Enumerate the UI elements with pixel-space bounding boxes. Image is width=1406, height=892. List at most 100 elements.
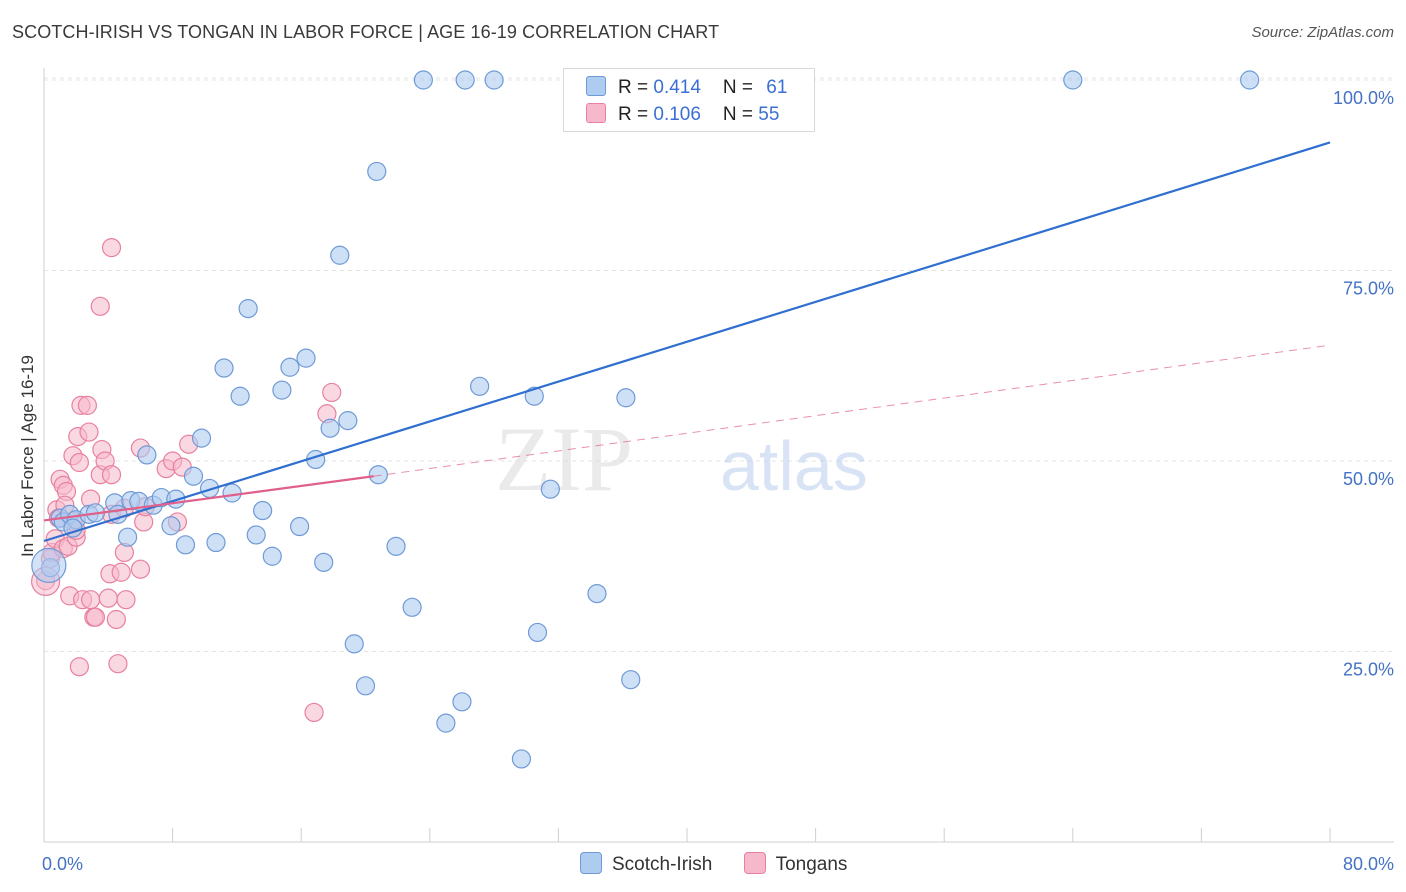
scotch-irish-point [368,465,388,485]
watermark-zip: ZIP [495,408,633,510]
scotch-irish-point [455,70,475,90]
scotch-irish-point [470,376,490,396]
tongans-point [108,654,128,674]
scotch-irish-point [175,535,196,555]
scotch-irish-point [367,161,387,182]
pink-swatch-icon [743,852,766,874]
tongans-trend-extension [373,344,1331,477]
scotch-irish-point [527,622,548,643]
scotch-irish-point [214,358,234,378]
scotch-irish-point [289,516,310,537]
series-legend: Scotch-Irish Tongans [580,852,873,876]
legend-tongans-label: Tongans [775,854,848,875]
tongans-point [81,590,101,610]
scotch-irish-point [338,411,358,431]
blue-swatch-icon [586,76,606,96]
tongans-trend-line [43,475,374,522]
scotch-irish-point [436,713,456,733]
scotch-irish-point [616,388,636,408]
scotch-irish-point [117,527,138,547]
tick-labels: 25.0% 50.0% 75.0% 100.0% 0.0% 80.0% In Labor F… [18,88,1394,874]
scotch-irish-point [386,536,406,556]
trend-lines [43,141,1331,543]
scotch-irish-point [296,348,316,368]
scotch-irish-point [191,428,212,448]
scotch-irish-point [320,418,340,438]
gridlines [44,77,1394,652]
tongans-point [69,452,89,473]
legend-r-value: 0.106 [653,104,701,125]
tongans-point [69,657,89,677]
legend-row-tongans: R = 0.106 N = 55 [586,103,779,127]
y-axis-label: In Labor Force | Age 16-19 [18,355,37,557]
scotch-irish-point [524,386,544,406]
stats-legend: R = 0.414 N = 61 R = 0.106 N = 55 [563,68,815,132]
tongans-point [98,588,118,608]
scotch-irish-point [137,445,157,465]
legend-r-value: 0.414 [653,77,701,98]
scotch-irish-point [452,692,472,712]
axes [43,68,1394,843]
y-tick-label: 25.0% [1343,660,1394,680]
legend-r-label: R = [618,77,654,98]
scotch-irish-point [262,546,282,566]
scotch-irish-point [1063,70,1083,90]
scotch-irish-trend-line [43,141,1331,543]
tongans-point [111,562,131,582]
scotch-irish-point [230,386,250,406]
legend-item-tongans[interactable]: Tongans [743,852,848,876]
legend-r-label: R = [618,104,654,125]
scotch-irish-point [238,299,258,319]
tongans-point [90,296,110,316]
tongans-point [116,590,136,610]
scotch-irish-point [1240,70,1260,90]
y-tick-label: 75.0% [1343,279,1394,299]
x-tick-label-min: 0.0% [42,854,83,874]
legend-n-value: 55 [758,104,780,125]
legend-n-value: 61 [766,77,788,98]
scotch-irish-point [587,583,607,604]
legend-scotch-irish-label: Scotch-Irish [612,854,713,875]
series-scotch-irish [31,70,1260,769]
scotch-irish-point [183,466,204,486]
scotch-irish-point [222,483,242,503]
blue-swatch-icon [580,852,602,874]
tongans-point [106,609,126,630]
tongans-point [130,559,151,579]
tongans-point [304,702,324,723]
tongans-point [322,382,342,403]
legend-n-label: N = [722,77,759,98]
scotch-irish-point [280,357,300,377]
pink-swatch-icon [586,103,606,123]
tongans-point [77,395,98,415]
tongans-point [79,422,99,442]
scotch-irish-point [272,380,292,400]
scotch-irish-point [314,552,334,572]
watermark: ZIP atlas [495,408,868,510]
scotch-irish-point [540,479,560,499]
scotch-irish-point [484,70,504,90]
y-tick-label: 50.0% [1343,469,1394,489]
scotch-irish-point [206,532,226,553]
scotch-irish-point [413,70,433,90]
legend-item-scotch-irish[interactable]: Scotch-Irish [580,852,712,876]
watermark-atlas: atlas [720,427,868,505]
scotch-irish-point [621,670,641,690]
scotch-irish-point [246,525,266,545]
x-tick-label-max: 80.0% [1343,854,1394,874]
tongans-point [85,607,106,627]
scotch-irish-point [355,676,376,696]
scotch-irish-point [402,597,422,617]
tongans-point [101,238,122,258]
chart-title: SCOTCH-IRISH VS TONGAN IN LABOR FORCE | … [12,22,720,42]
scotch-irish-point [511,749,532,769]
scotch-irish-point [253,500,273,521]
scotch-irish-point [31,547,67,583]
scotch-irish-point [161,516,181,536]
y-tick-label: 100.0% [1333,88,1394,108]
legend-row-scotch-irish: R = 0.414 N = 61 [586,76,787,100]
source-credit: Source: ZipAtlas.com [1251,24,1394,41]
scotch-irish-point [344,634,364,654]
tongans-point [101,465,122,485]
